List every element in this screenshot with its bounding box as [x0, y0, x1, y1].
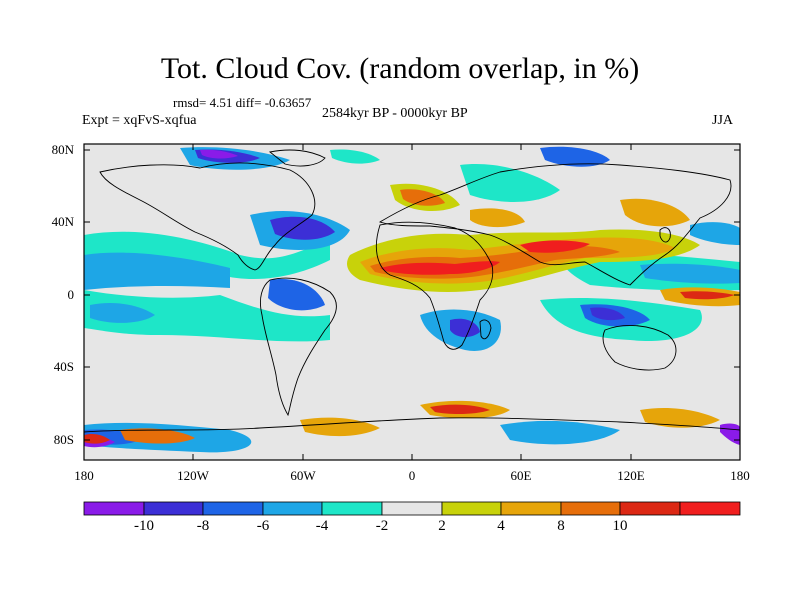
- anomaly-patch: [680, 291, 735, 300]
- anomaly-patch: [450, 318, 480, 338]
- lon-label: 60E: [510, 468, 532, 483]
- anomaly-patch: [500, 420, 620, 445]
- lat-label: 0: [67, 287, 75, 302]
- anomaly-patch: [590, 307, 625, 321]
- anomaly-patch: [84, 252, 230, 290]
- colorbar-label: -4: [315, 518, 329, 534]
- colorbar-label: 4: [497, 518, 505, 534]
- coastline-eurasia: [378, 163, 732, 286]
- lon-label: 120E: [617, 468, 645, 483]
- coastlines: [84, 149, 740, 433]
- lon-ticks: [83, 144, 741, 460]
- coastline-madagascar: [479, 319, 492, 340]
- season-label: JJA: [712, 113, 734, 128]
- colorbar-label: 8: [557, 518, 565, 534]
- anomaly-patch: [84, 433, 110, 444]
- lon-label: 120W: [177, 468, 209, 483]
- anomaly-patch: [84, 290, 330, 342]
- colorbar: [83, 501, 741, 516]
- lon-label: 60W: [290, 468, 316, 483]
- colorbar-label: 2: [438, 518, 446, 534]
- coastline-south-america: [259, 277, 337, 417]
- lon-label: 180: [74, 468, 94, 483]
- period-label: 2584kyr BP - 0000kyr BP: [322, 106, 468, 121]
- anomaly-patch: [640, 263, 740, 284]
- anomaly-patch: [430, 404, 490, 415]
- lat-label: 80N: [51, 142, 74, 157]
- colorbar-box: [321, 501, 383, 516]
- lon-label: 0: [408, 468, 416, 483]
- colorbar-box: [679, 501, 741, 516]
- anomaly-patch: [620, 198, 690, 227]
- anomaly-patch: [268, 279, 325, 311]
- lat-label: 40N: [51, 214, 74, 229]
- colorbar-box: [83, 501, 145, 516]
- lat-label: 80S: [53, 432, 74, 447]
- coastline-north-america: [99, 162, 316, 271]
- map-title: Tot. Cloud Cov. (random overlap, in %): [160, 52, 640, 85]
- lat-ticks: [84, 149, 740, 441]
- lon-label: 180: [730, 468, 750, 483]
- colorbar-box: [143, 501, 204, 516]
- anomaly-patch: [470, 208, 525, 228]
- colorbar-label: 10: [612, 518, 628, 534]
- anomaly-patch: [640, 408, 720, 428]
- coastline-greenland: [268, 149, 326, 167]
- anomaly-patch: [90, 303, 155, 323]
- colorbar-box: [560, 501, 621, 516]
- anomaly-patch: [84, 231, 330, 280]
- colorbar-box: [381, 501, 443, 516]
- rmsd-diff-stats: rmsd= 4.51 diff= -0.63657: [173, 95, 312, 110]
- coastline-africa: [376, 221, 494, 350]
- colorbar-label: -2: [375, 518, 389, 534]
- coastline-japan: [659, 227, 671, 243]
- anomaly-patch: [520, 240, 590, 253]
- colorbar-box: [441, 501, 502, 516]
- anomaly-patch: [120, 428, 195, 444]
- colorbar-box: [500, 501, 562, 516]
- anomaly-patch: [460, 164, 560, 202]
- experiment-label: Expt = xqFvS-xqfua: [82, 113, 197, 128]
- anomaly-field: [84, 144, 740, 460]
- anomaly-patch: [540, 146, 610, 167]
- colorbar-label: -6: [256, 518, 270, 534]
- coastline-antarctica: [84, 417, 740, 433]
- anomaly-patch: [690, 222, 740, 245]
- anomaly-patch: [200, 149, 238, 159]
- anomaly-patch: [380, 261, 500, 275]
- anomaly-patch: [330, 149, 380, 164]
- lat-label: 40S: [53, 359, 74, 374]
- colorbar-box: [619, 501, 681, 516]
- colorbar-box: [262, 501, 323, 516]
- colorbar-label: -10: [134, 518, 154, 534]
- anomaly-patch: [400, 189, 445, 206]
- coastline-australia: [602, 325, 677, 371]
- colorbar-label: -8: [196, 518, 210, 534]
- colorbar-box: [202, 501, 264, 516]
